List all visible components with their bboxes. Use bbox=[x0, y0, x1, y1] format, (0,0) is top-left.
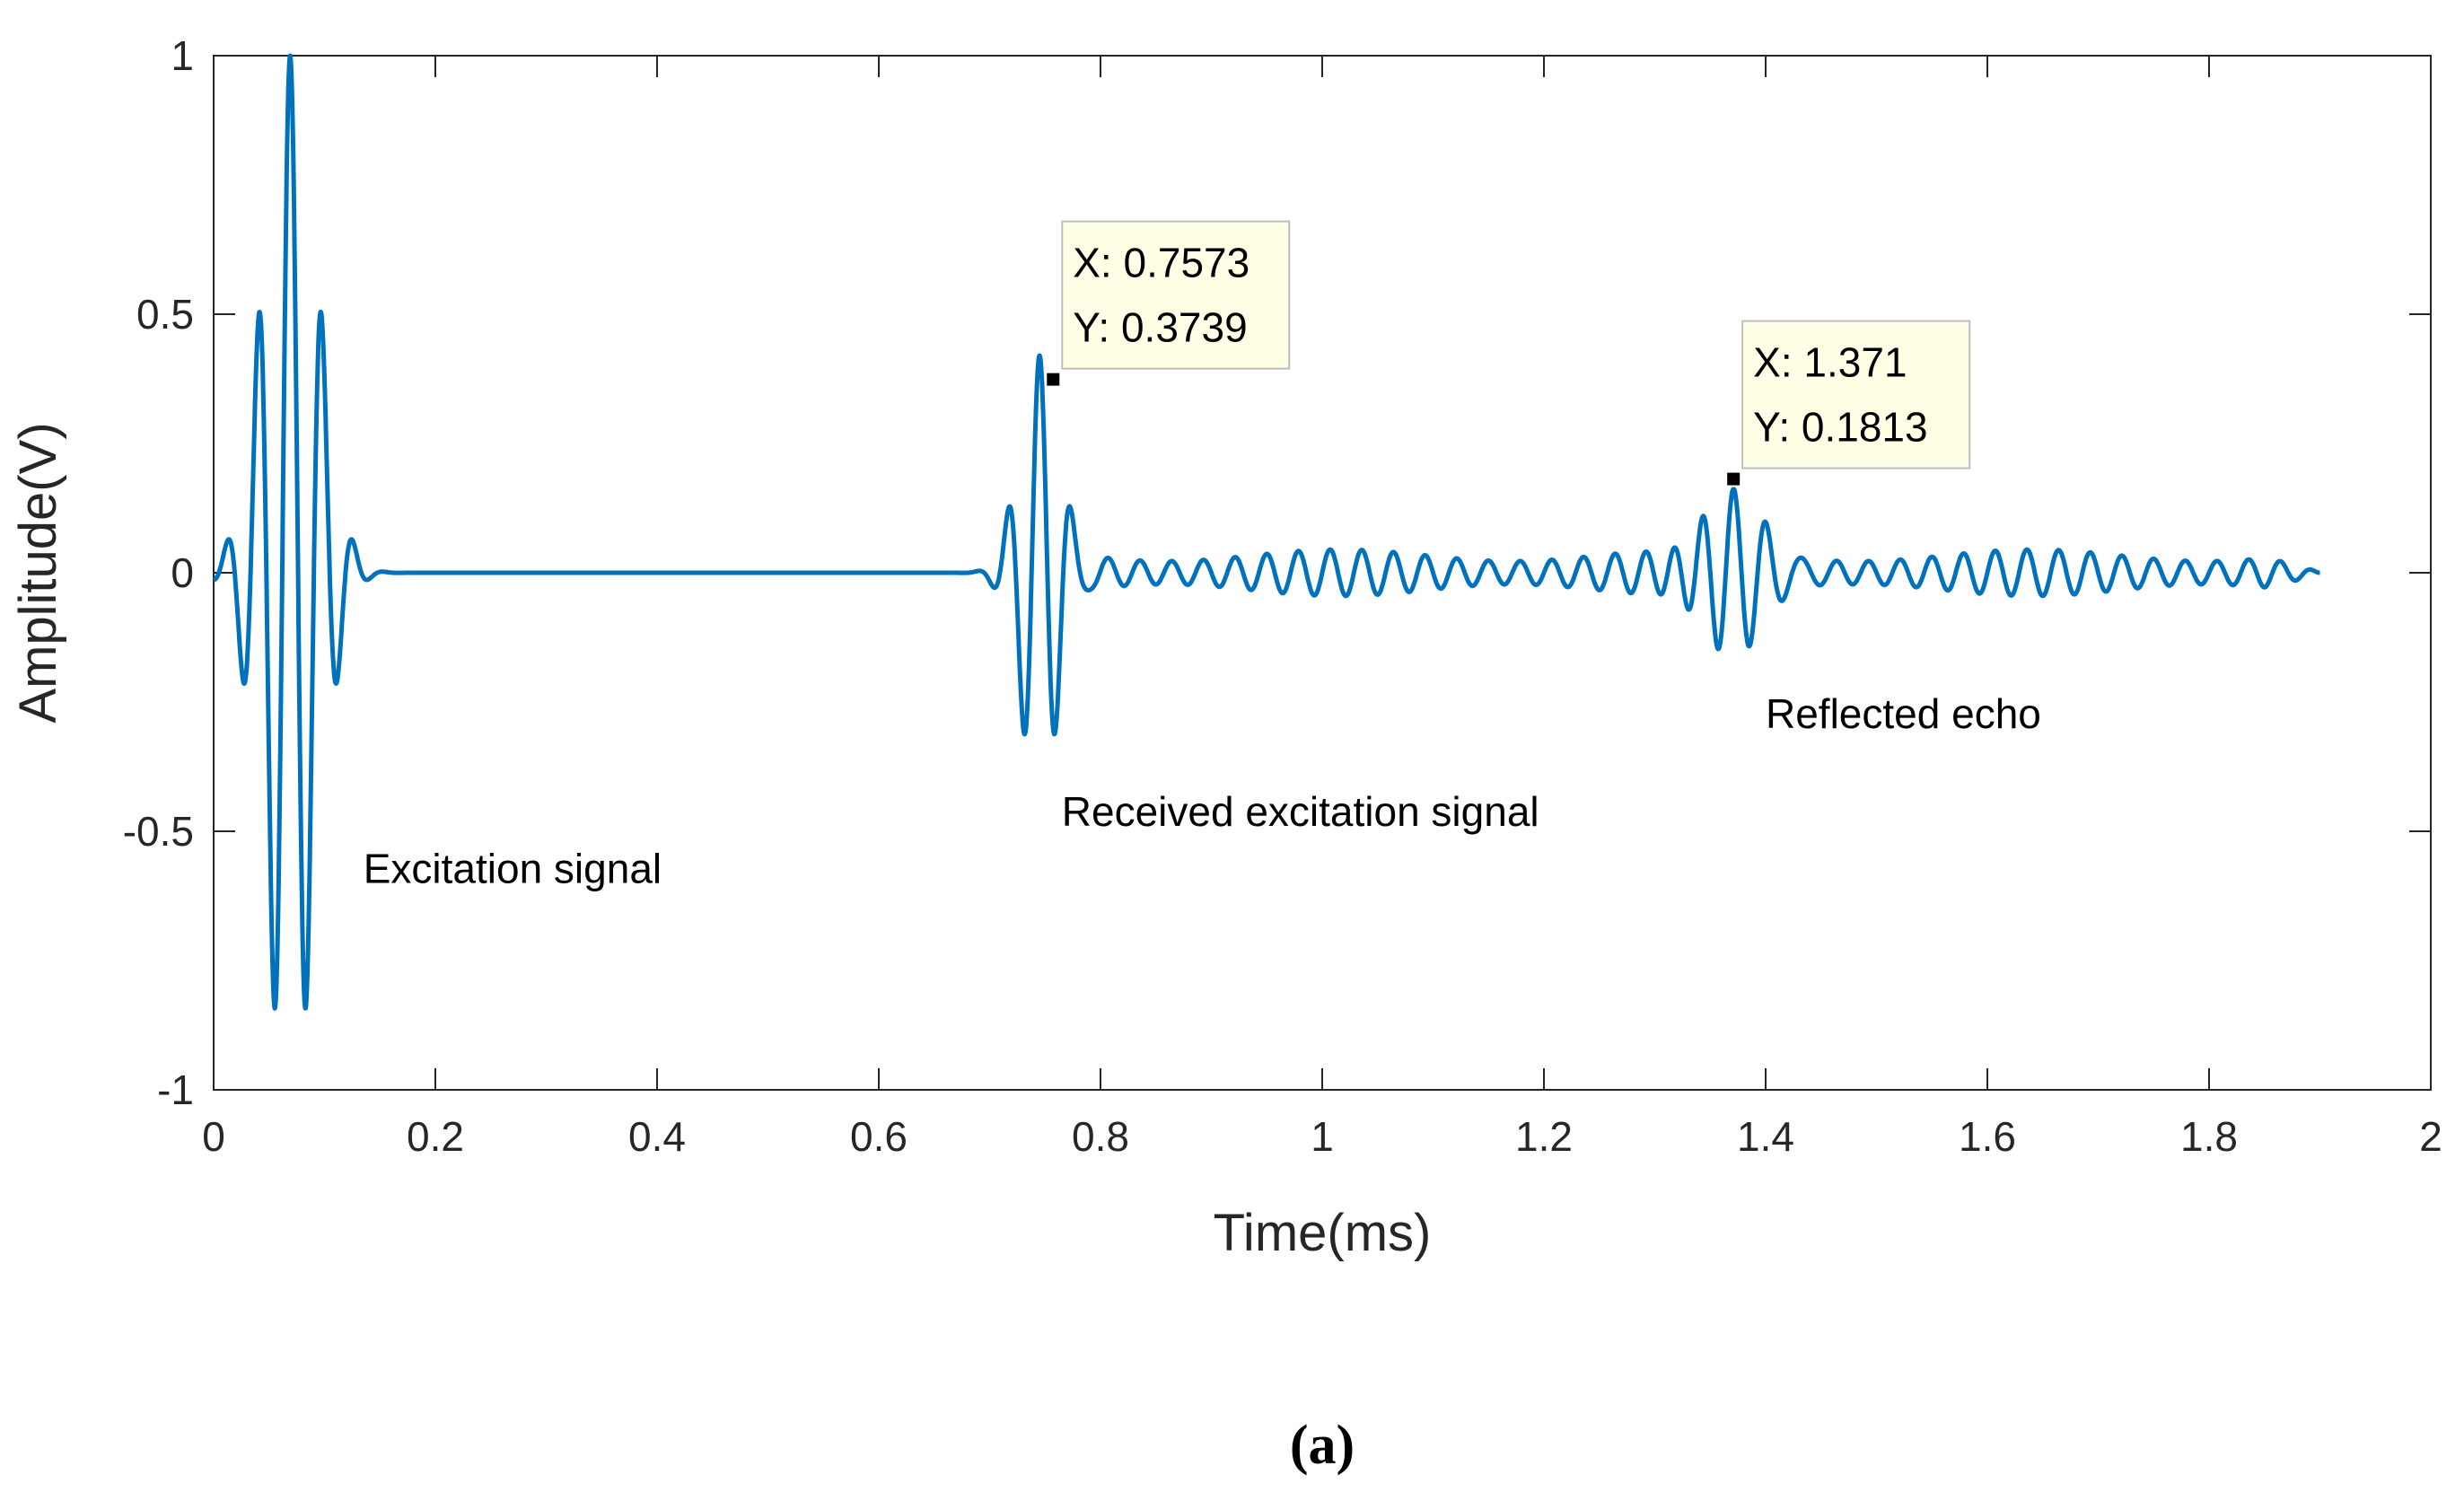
data-tip-marker bbox=[1725, 470, 1742, 487]
x-tick-label: 0.4 bbox=[628, 1113, 686, 1160]
x-tick-label: 2 bbox=[2419, 1113, 2442, 1160]
y-tick-label: 0.5 bbox=[136, 291, 194, 338]
y-tick-label: 0 bbox=[171, 549, 194, 596]
annotation-label: Excitation signal bbox=[364, 846, 662, 892]
x-tick-label: 0.8 bbox=[1072, 1113, 1129, 1160]
data-tip[interactable]: X: 0.7573 Y: 0.3739 bbox=[1045, 220, 1291, 388]
x-tick-label: 1 bbox=[1311, 1113, 1334, 1160]
annotation-label: Reflected echo bbox=[1766, 690, 2041, 737]
figure-caption: (a) bbox=[1290, 1415, 1355, 1476]
y-tick-label: 1 bbox=[171, 32, 194, 79]
data-tip-x: X: 1.371 bbox=[1753, 339, 1907, 386]
y-tick-label: -0.5 bbox=[123, 808, 194, 855]
x-tick-label: 1.8 bbox=[2180, 1113, 2238, 1160]
data-tip-box bbox=[1061, 220, 1291, 370]
x-tick-label: 0.6 bbox=[850, 1113, 908, 1160]
data-tips: X: 0.7573 Y: 0.3739 X: 1.371 Y: 0.1813 bbox=[1045, 220, 1971, 487]
x-tick-label: 1.6 bbox=[1959, 1113, 2016, 1160]
y-axis-ticks: 1 0.5 0 -0.5 -1 bbox=[123, 32, 2431, 1113]
data-tip-y: Y: 0.1813 bbox=[1753, 404, 1927, 451]
data-tip-marker bbox=[1045, 371, 1062, 388]
annotation-label: Received excitation signal bbox=[1062, 788, 1539, 835]
x-tick-label: 1.4 bbox=[1737, 1113, 1794, 1160]
x-axis-ticks: 0 0.2 0.4 0.6 0.8 1 1.2 1.4 1.6 1.8 2 bbox=[202, 56, 2442, 1160]
x-tick-label: 1.2 bbox=[1515, 1113, 1573, 1160]
x-tick-label: 0.2 bbox=[407, 1113, 464, 1160]
annotations: Excitation signal Received excitation sig… bbox=[364, 690, 2041, 892]
x-axis-label: Time(ms) bbox=[1214, 1204, 1432, 1262]
data-tip-box bbox=[1741, 320, 1971, 470]
data-tip-x: X: 0.7573 bbox=[1073, 240, 1250, 286]
data-tip-y: Y: 0.3739 bbox=[1073, 304, 1247, 351]
signal-line bbox=[211, 53, 2322, 1011]
x-tick-label: 0 bbox=[202, 1113, 225, 1160]
y-axis-label: Amplitude(V) bbox=[9, 422, 67, 723]
data-tip[interactable]: X: 1.371 Y: 0.1813 bbox=[1725, 320, 1971, 487]
y-tick-label: -1 bbox=[157, 1066, 194, 1113]
